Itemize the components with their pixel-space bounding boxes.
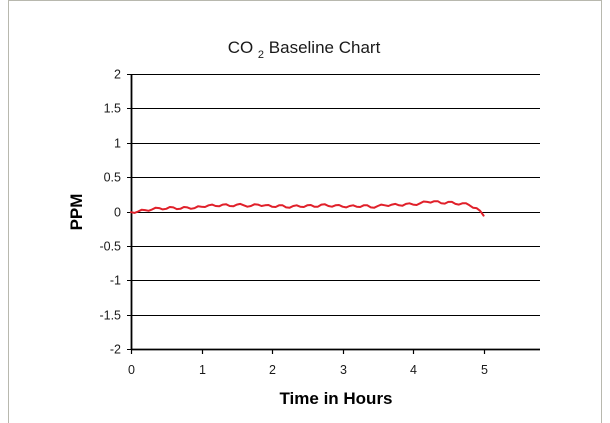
x-tick-label: 2: [269, 363, 276, 377]
gridlines: [127, 75, 540, 350]
y-tick-label: 1.5: [104, 102, 121, 116]
series-lines: [131, 201, 484, 215]
x-tick-label: 4: [410, 363, 417, 377]
x-tick-label: 0: [128, 363, 135, 377]
y-tick-label: -0.5: [99, 240, 121, 254]
chart-title: CO 2 Baseline Chart: [228, 38, 381, 62]
x-tick-label: 5: [481, 363, 488, 377]
y-tick-label: 0.5: [104, 171, 121, 185]
y-axis-title: PPM: [67, 194, 86, 231]
y-tick-label: 1: [114, 137, 121, 151]
y-tick-label: -1: [110, 274, 121, 288]
y-tick-label: -1.5: [99, 309, 121, 323]
y-tick-label: 0: [114, 206, 121, 220]
chart-title-suffix: Baseline Chart: [269, 38, 381, 57]
x-tick-label: 3: [340, 363, 347, 377]
chart-title-prefix: CO: [228, 38, 254, 57]
y-tick-labels: 2 1.5 1 0.5 0 -0.5 -1 -1.5 -2: [99, 68, 121, 357]
chart-title-subscript: 2: [258, 49, 264, 61]
y-tick-label: 2: [114, 68, 121, 82]
x-axis-title: Time in Hours: [279, 389, 392, 408]
x-tick-label: 1: [199, 363, 206, 377]
series-line: [131, 201, 484, 215]
y-tick-label: -2: [110, 343, 121, 357]
x-tick-labels: 0 1 2 3 4 5: [128, 363, 488, 377]
